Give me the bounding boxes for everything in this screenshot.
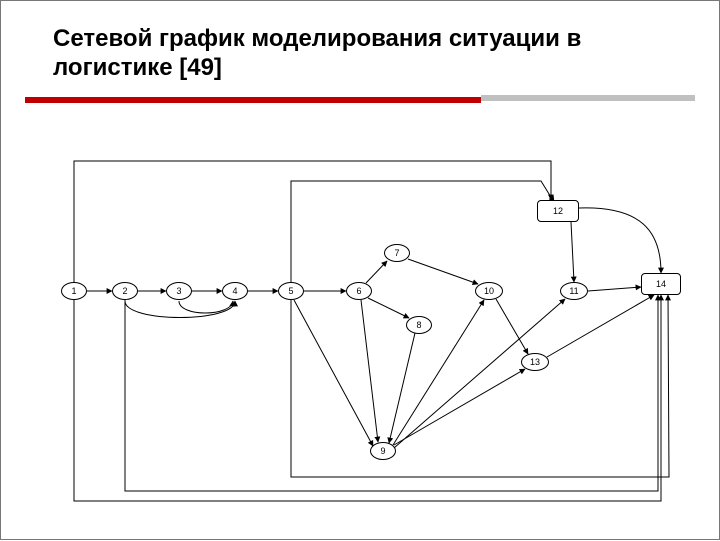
node-13: 13 [521,353,549,371]
node-3: 3 [166,282,192,300]
node-11: 11 [560,282,588,300]
node-14: 14 [641,273,681,295]
edge [294,300,373,446]
node-9: 9 [370,442,396,460]
node-5: 5 [278,282,304,300]
edge [74,161,551,282]
edge [588,287,641,291]
node-7: 7 [384,244,410,262]
edge [389,333,415,443]
edge [291,181,554,282]
node-4: 4 [222,282,248,300]
title-underline [25,97,695,103]
underline-red [25,97,481,103]
node-10: 10 [475,282,503,300]
edge [179,301,233,313]
slide-title: Сетевой график моделирования ситуации в … [53,25,667,83]
node-8: 8 [406,316,432,334]
edge [579,208,661,273]
node-1: 1 [61,282,87,300]
edge [361,300,378,442]
edge [125,301,235,318]
edge [496,299,528,354]
edge [368,298,409,318]
node-2: 2 [112,282,138,300]
node-12: 12 [537,200,579,222]
edge [74,295,661,501]
edge [408,259,478,284]
edge [394,369,525,445]
slide-frame: Сетевой график моделирования ситуации в … [0,0,720,540]
edge [291,295,669,477]
edge [366,261,387,283]
underline-gray [481,95,695,101]
edge [125,295,658,491]
node-6: 6 [346,282,372,300]
edge [547,295,654,357]
edge [571,222,574,282]
